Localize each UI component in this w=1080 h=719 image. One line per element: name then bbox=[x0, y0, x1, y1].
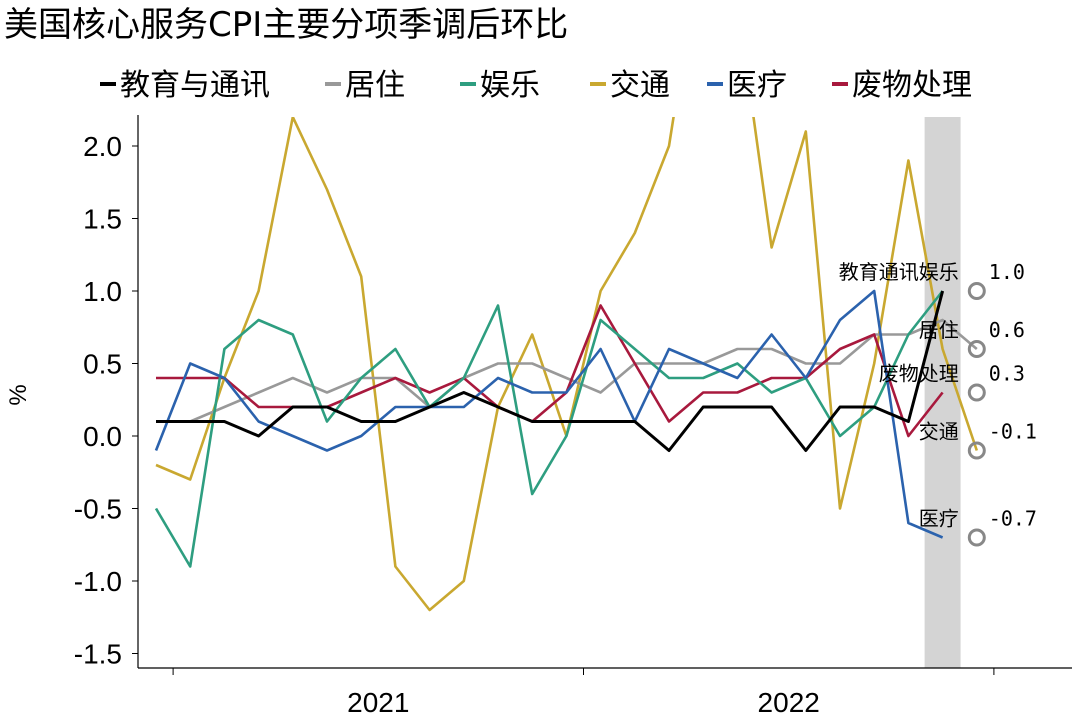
y-tick-label: 2.0 bbox=[83, 131, 122, 162]
annotation-label: 交通 bbox=[919, 420, 959, 444]
y-axis-label: % bbox=[5, 384, 32, 405]
end-point-marker bbox=[967, 441, 986, 460]
annotation-value: -0.7 bbox=[989, 507, 1037, 531]
y-tick-label: -1.0 bbox=[74, 566, 122, 597]
annotation-value: 1.0 bbox=[989, 260, 1025, 284]
y-tick-label: 1.5 bbox=[83, 204, 122, 235]
annotation-label: 医疗 bbox=[919, 507, 959, 531]
series-line bbox=[156, 304, 944, 438]
y-tick-label: 1.0 bbox=[83, 276, 122, 307]
legend-label: 废物处理 bbox=[852, 68, 972, 103]
annotation-label: 废物处理 bbox=[879, 362, 959, 386]
annotation-value: -0.1 bbox=[989, 420, 1037, 444]
x-tick-label: 2021 bbox=[347, 687, 409, 718]
annotation-value: 0.6 bbox=[989, 318, 1025, 342]
y-tick-label: 0.5 bbox=[83, 349, 122, 380]
series-line bbox=[156, 290, 945, 452]
series-line bbox=[154, 289, 944, 539]
series-line bbox=[156, 318, 978, 423]
end-point-marker bbox=[967, 528, 986, 547]
y-tick-label: 0.0 bbox=[83, 421, 122, 452]
end-point-marker bbox=[967, 383, 986, 402]
legend-label: 娱乐 bbox=[480, 68, 540, 103]
chart-title: 美国核心服务CPI主要分项季调后环比 bbox=[4, 5, 568, 45]
legend-label: 教育与通讯 bbox=[120, 68, 270, 103]
series-line bbox=[154, 290, 944, 568]
legend-label: 居住 bbox=[345, 68, 405, 103]
end-point-marker bbox=[967, 340, 986, 358]
annotation-value: 0.3 bbox=[989, 362, 1025, 386]
y-tick-label: -0.5 bbox=[74, 494, 122, 525]
y-tick-label: -1.5 bbox=[74, 639, 122, 670]
legend-label: 交通 bbox=[610, 68, 670, 103]
annotation-label: 教育通讯娱乐 bbox=[839, 260, 959, 284]
end-point-marker bbox=[967, 282, 986, 300]
x-tick-label: 2022 bbox=[758, 687, 820, 718]
annotation-label: 居住 bbox=[919, 318, 959, 342]
legend-label: 医疗 bbox=[727, 68, 787, 103]
legend: 教育与通讯 居住 娱乐 交通 医疗 废物处理 bbox=[100, 68, 972, 103]
